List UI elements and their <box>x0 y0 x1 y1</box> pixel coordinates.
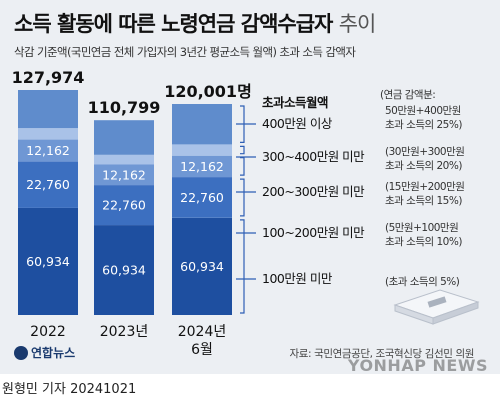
tier-title-4: 100~200만원 미만 <box>262 225 365 240</box>
x-label-3a: 2024년 <box>178 324 227 340</box>
tier-title-2: 300~400만원 미만 <box>262 149 365 164</box>
tier-bracket-4 <box>240 178 245 217</box>
tier-desc-4-1: (5만원+100만원 <box>385 222 458 234</box>
bar-total-1: 127,974 <box>12 68 85 87</box>
banknote-icon-3 <box>432 301 479 325</box>
segment-label-3-3: 12,162 <box>180 159 224 174</box>
legend-header: 초과소득월액 <box>262 95 328 110</box>
tier-title-5: 100만원 미만 <box>262 271 333 286</box>
tier-bracket-5 <box>240 219 245 314</box>
source-note: 자료: 국민연금공단, 조국혁신당 김선민 의원 <box>289 348 474 360</box>
tier-desc-2-2: 초과 소득의 20%) <box>385 160 462 172</box>
yonhap-logo-icon <box>14 346 28 360</box>
bar-total-3: 120,001명 <box>164 82 252 101</box>
x-label-2: 2023년 <box>100 324 149 340</box>
banknote-band-icon <box>427 296 447 308</box>
bar-segment-1-3 <box>18 139 78 162</box>
legend-desc-header: (연금 감액분: <box>380 89 435 101</box>
bar-segment-2-5 <box>94 120 154 155</box>
title-suffix: 추이 <box>338 12 377 36</box>
tier-desc-1-2: 초과 소득의 25%) <box>385 119 462 131</box>
x-label-1: 2022 <box>30 324 66 340</box>
segment-label-2-3: 12,162 <box>102 167 146 182</box>
segment-label-2-2: 22,760 <box>102 198 146 213</box>
segment-label-2-1: 60,934 <box>102 263 146 278</box>
segment-label-3-2: 22,760 <box>180 190 224 205</box>
tier-desc-5-1: (초과 소득의 5%) <box>385 276 460 288</box>
tier-desc-4-2: 초과 소득의 10%) <box>385 236 462 248</box>
segment-label-1-1: 60,934 <box>26 254 70 269</box>
chart-subtitle: 삭감 기준액(국민연금 전체 가입자의 3년간 평균소득 월액) 초과 소득 감… <box>14 45 356 59</box>
bar-segment-1-2 <box>18 161 78 208</box>
segment-label-1-3: 12,162 <box>26 143 70 158</box>
stacked-bar-chart: 60,934 22,760 12,162 127,974 60,934 22,760 12,… <box>12 68 480 358</box>
bar-segment-1-5 <box>18 90 78 129</box>
bar-segment-3-3 <box>172 155 232 178</box>
x-label-3b: 6월 <box>191 342 213 358</box>
byline: 원형민 기자 20241021 <box>2 382 137 397</box>
tier-bracket-3 <box>240 157 245 176</box>
title-main: 소득 활동에 따른 노령연금 감액수급자 <box>14 12 333 36</box>
tier-desc-2-1: (30만원+300만원 <box>385 146 464 158</box>
tier-bracket-2 <box>240 145 245 155</box>
bar-segment-2-3 <box>94 164 154 186</box>
tier-desc-3-2: 초과 소득의 15%) <box>385 195 462 207</box>
tier-title-3: 200~300만원 미만 <box>262 184 365 199</box>
bar-segment-2-1 <box>94 225 154 315</box>
segment-label-1-2: 22,760 <box>26 177 70 192</box>
tier-bracket-1 <box>240 105 245 143</box>
logo-text: 연합뉴스 <box>31 346 76 360</box>
bar-segment-1-4 <box>18 128 78 140</box>
bar-segment-3-1 <box>172 217 232 315</box>
watermark: YONHAP NEWS <box>347 356 488 375</box>
bar-total-2: 110,799 <box>88 98 161 117</box>
bar-segment-3-4 <box>172 144 232 156</box>
tier-desc-1-1: 50만원+400만원 <box>385 105 461 117</box>
bar-segment-3-5 <box>172 104 232 145</box>
segment-label-3-1: 60,934 <box>180 259 224 274</box>
bar-segment-1-1 <box>18 207 78 315</box>
bar-segment-2-2 <box>94 185 154 226</box>
yonhap-logo: 연합뉴스 <box>14 344 75 361</box>
bar-segment-2-4 <box>94 154 154 165</box>
tier-desc-3-1: (15만원+200만원 <box>385 181 464 193</box>
chart-title: 소득 활동에 따른 노령연금 감액수급자 추이 <box>14 8 377 38</box>
tier-title-1: 400만원 이상 <box>262 116 333 131</box>
bar-segment-3-2 <box>172 177 232 218</box>
